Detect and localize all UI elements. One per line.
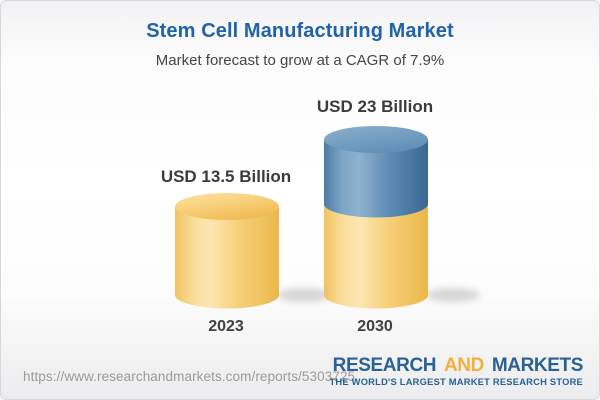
logo-word-markets: MARKETS xyxy=(491,355,584,376)
bar-2030-base-segment xyxy=(324,204,428,309)
report-url: https://www.researchandmarkets.com/repor… xyxy=(23,369,356,384)
bar-2023-shadow xyxy=(277,288,331,302)
logo-tagline: THE WORLD'S LARGEST MARKET RESEARCH STOR… xyxy=(329,377,583,387)
bar-2030-growth-segment xyxy=(324,126,428,218)
bar-2030-category-label: 2030 xyxy=(357,318,393,335)
page-subtitle: Market forecast to grow at a CAGR of 7.9… xyxy=(155,52,445,69)
bar-2030-cylinder xyxy=(324,126,428,309)
bar-2030-shadow xyxy=(426,288,480,302)
logo-word-research: RESEARCH xyxy=(332,355,437,376)
page-title: Stem Cell Manufacturing Market xyxy=(146,20,454,42)
bar-2023-category-label: 2023 xyxy=(208,318,244,335)
research-and-markets-logo: RESEARCH AND MARKETS THE WORLD'S LARGEST… xyxy=(330,356,584,388)
logo-word-and: AND xyxy=(443,355,484,376)
bar-2023-value-label: USD 13.5 Billion xyxy=(160,167,292,186)
logo-wordmark: RESEARCH AND MARKETS xyxy=(330,356,584,376)
bar-2023-cylinder xyxy=(175,193,279,309)
bar-2030-value-label: USD 23 Billion xyxy=(316,97,434,116)
